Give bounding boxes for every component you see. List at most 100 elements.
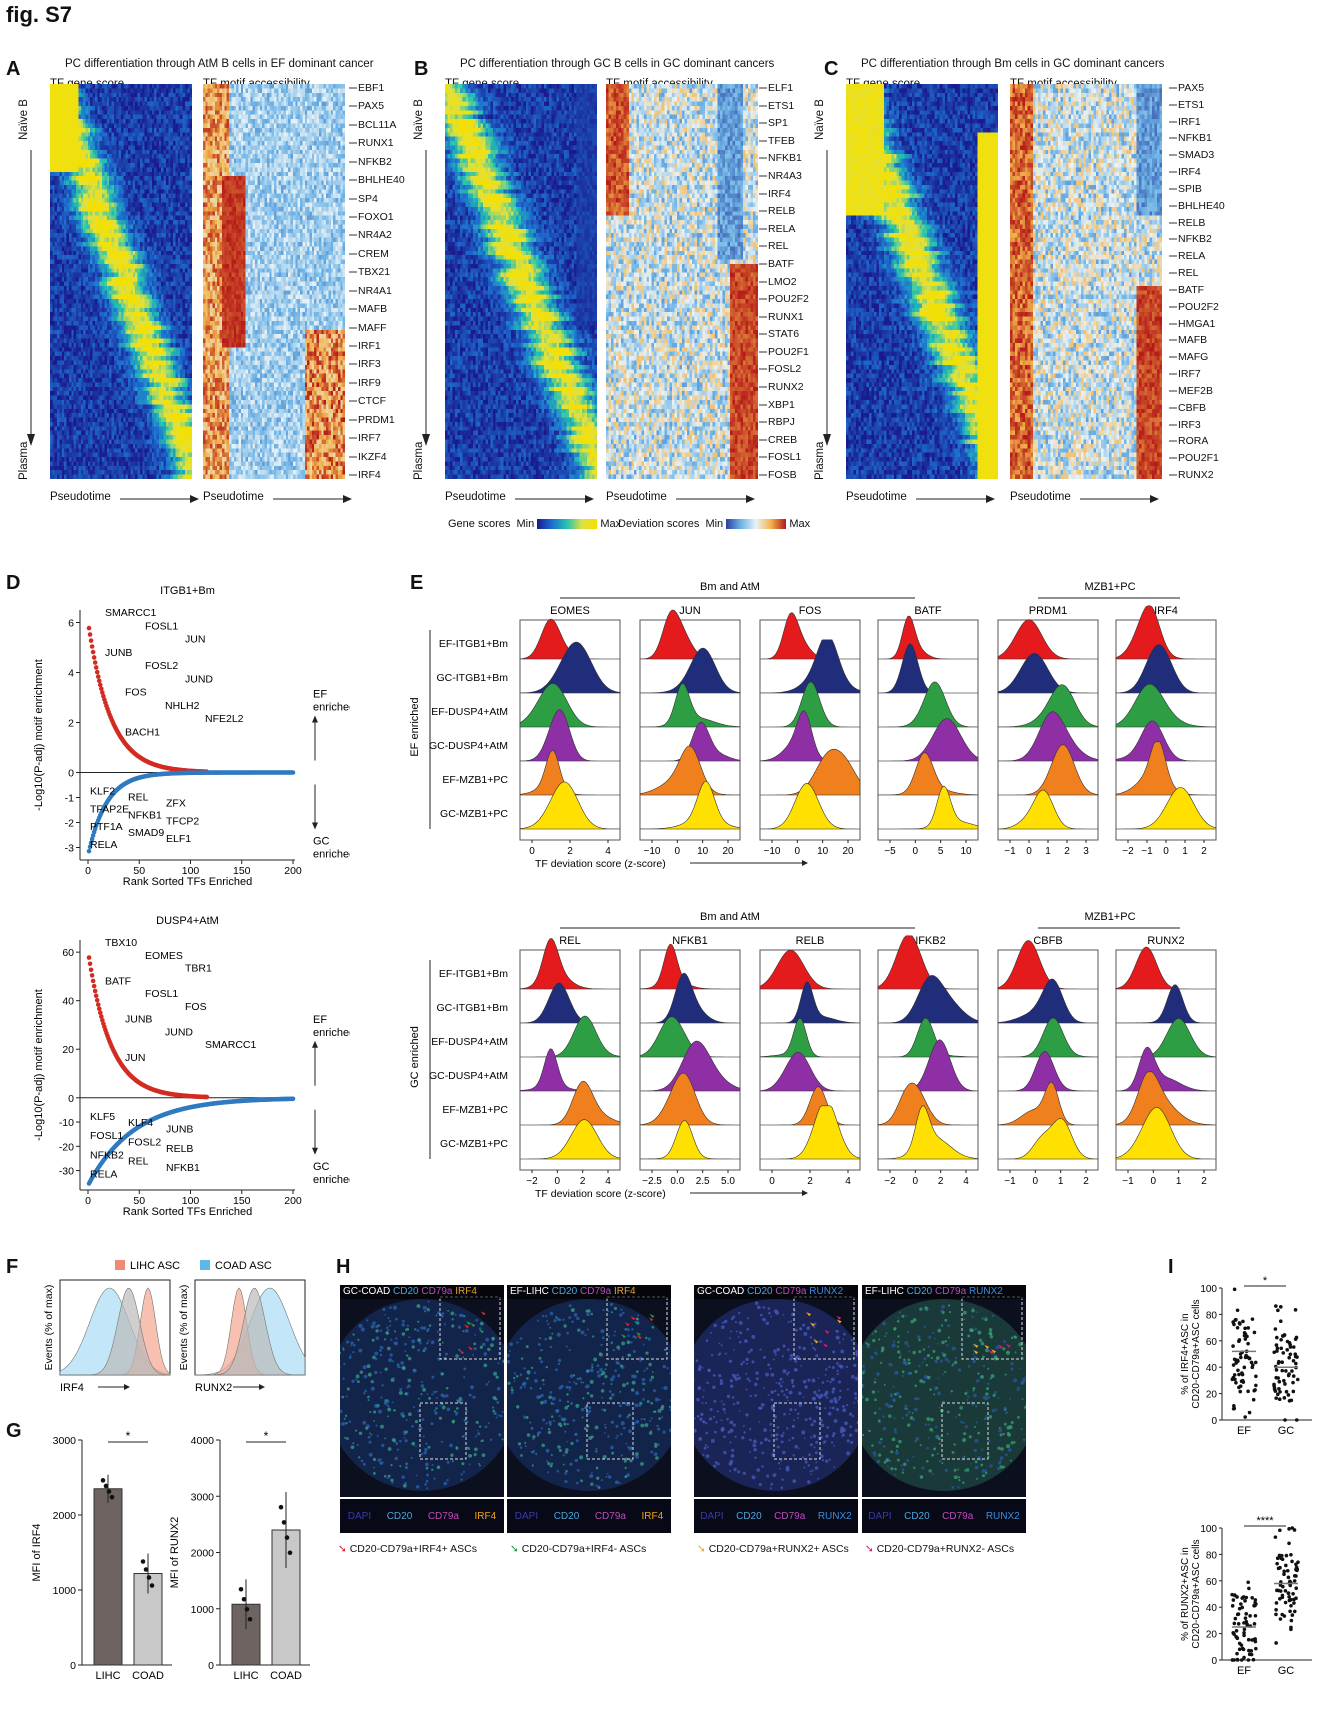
panel-i-irf4-point (1277, 1397, 1282, 1401)
panel-h-cell-arrow (836, 1315, 842, 1320)
panelB-pseudotime-label-0: Pseudotime (445, 491, 506, 503)
panelC-gene-tick-BHLHE40 (1169, 205, 1177, 207)
panel-e-b-ridge (1115, 1071, 1217, 1126)
panel-d-top-down-label: SMAD9 (128, 827, 164, 839)
panel-i-runx2-ytick: 80 (1206, 1550, 1218, 1561)
panelB-gene-tick-NFKB1 (759, 157, 767, 159)
panelA-letter: A (6, 58, 21, 80)
panel-d-bottom-up-label: SMARCC1 (205, 1039, 257, 1051)
panel-d-top-up-point (98, 682, 103, 688)
panel-e-b-group2: MZB1+PC (1084, 911, 1135, 923)
panel-i-runx2-point (1280, 1593, 1285, 1598)
panelA-gene-tick-IRF7 (349, 437, 357, 439)
panelC-gene-tick-SPIB (1169, 188, 1177, 190)
panel-g-irf4-ytick: 3000 (53, 1435, 77, 1447)
panelB-gene-label-ELF1: ELF1 (768, 82, 794, 94)
panel-e-b-ridge (639, 972, 741, 1024)
panel-h-channel-CD20: CD20 (553, 1510, 580, 1522)
panelC-gene-label-PAX5: PAX5 (1178, 82, 1205, 94)
panel-h-channel-CD20: CD20 (386, 1510, 413, 1522)
panel-e-b-xtick: −2.5 (642, 1176, 662, 1187)
panel-h-image-0: GC-COAD CD20 CD79a IRF4 (340, 1285, 504, 1497)
panel-g-irf4-point (103, 1483, 109, 1489)
panel-e-b-ridge (1115, 946, 1216, 990)
panel-g-irf4-cat: COAD (132, 1670, 164, 1682)
panelB-gene-tick-STAT6 (759, 333, 767, 335)
panelA-gene-tick-IRF9 (349, 382, 357, 384)
panel-e-t-xtick: −2 (1122, 846, 1134, 857)
panelA-gene-tick-MAFF (349, 327, 357, 329)
panel-i-irf4-point (1247, 1410, 1252, 1415)
panel-g-irf4-point (109, 1494, 115, 1500)
panel-d-top-up-point (94, 669, 100, 675)
panel-e-b-xtick: −1 (1122, 1176, 1134, 1187)
panel-h-title-part: EF-LIHC (510, 1286, 552, 1297)
panel-i-runx2-point (1286, 1591, 1291, 1596)
panelA-gene-label-NR4A2: NR4A2 (358, 229, 392, 242)
panel-e-b-ridge (997, 1051, 1099, 1092)
panel-h-arrow-icon: ➘ (865, 1543, 877, 1555)
panel-e-t-xtick: 10 (960, 846, 972, 857)
panel-e-b-xtick: 0 (769, 1176, 775, 1187)
panel-e-b-ridge (1115, 1046, 1217, 1092)
panel-h-cell-arrow (649, 1313, 655, 1318)
panel-i-runx2-point (1275, 1556, 1280, 1561)
panelC-motif-heatmap (1010, 84, 1162, 479)
panel-i-irf4-point (1291, 1380, 1295, 1385)
panel-e-t-xtick: 20 (722, 846, 734, 857)
panel-i-runx2-point (1244, 1612, 1249, 1616)
panel-e-t-ridge (639, 780, 741, 830)
panel-d-bottom-ytick: 40 (62, 996, 74, 1008)
panel-h-title-3: EF-LIHC CD20 CD79a RUNX2 (862, 1285, 1026, 1299)
panelC-gene-tick-NFKB1 (1169, 137, 1177, 139)
panelA-gene-tick-TBX21 (349, 271, 357, 273)
panel-d-bottom-up-point (87, 961, 93, 967)
panelA-motif-heatmap (203, 84, 345, 479)
panel-h-channel-CD79a: CD79a (594, 1510, 626, 1522)
panel-i-irf4-point (1241, 1319, 1245, 1324)
panel-e-t-xtick: −1 (1141, 846, 1153, 857)
panel-i-runx2-ytick: 40 (1206, 1603, 1218, 1614)
panel-i-runx2-point (1282, 1614, 1287, 1618)
panel-e-b-xtick: 1 (1058, 1176, 1064, 1187)
panelB-gene-tick-SP1 (759, 122, 767, 124)
panel-d-bottom-xtick: 50 (133, 1195, 145, 1207)
panel-d-bottom-xtick: 200 (284, 1195, 302, 1207)
deviation-score-legend-min: Min (705, 518, 724, 530)
panel-e-b-ridge (1115, 984, 1217, 1024)
panel-e-t-row-label: GC-MZB1+PC (440, 808, 508, 820)
panel-h-title-2: GC-COAD CD20 CD79a RUNX2 (694, 1285, 858, 1299)
panel-f-legend2: COAD ASC (215, 1260, 272, 1272)
panelA-gene-tick-NR4A1 (349, 290, 357, 292)
panel-d-bottom-ylabel: -Log10(P-adj) motif enrichment (33, 989, 45, 1141)
panelB-letter: B (414, 58, 429, 80)
panel-i-irf4-point (1295, 1377, 1300, 1382)
panel-h-channel-CD79a: CD79a (427, 1510, 459, 1522)
panelA-gene-label-MAFB: MAFB (358, 303, 388, 316)
panel-i-irf4-point (1235, 1308, 1240, 1313)
panel-d-top-down-label: TFAP2E (90, 803, 129, 815)
panel-d-top-up-point (92, 660, 98, 665)
panel-i-irf4-point (1291, 1374, 1296, 1378)
panel-e-t-ridge (760, 681, 860, 728)
panel-d-top-up-point (99, 686, 104, 692)
panel-h-title-part: GC-COAD (343, 1286, 393, 1297)
panel-e-t-ridge (639, 683, 741, 728)
panel-d-top-xlabel: Rank Sorted TFs Enriched (123, 876, 252, 888)
panel-d-top-up-point (95, 674, 101, 679)
panel-d-top-up-point (90, 649, 96, 655)
panel-h-cell-arrow (624, 1322, 630, 1327)
panel-i-irf4-point (1284, 1389, 1289, 1394)
panel-i-irf4-point (1273, 1389, 1278, 1393)
panel-h-title-0: GC-COAD CD20 CD79a IRF4 (340, 1285, 504, 1299)
panelC-gene-label-MAFB: MAFB (1178, 334, 1208, 347)
panel-d-bottom-down-label: RELB (166, 1143, 193, 1155)
panelA-gene-tick-RUNX1 (349, 142, 357, 144)
panel-i-irf4-point (1245, 1334, 1249, 1339)
panel-i-runx2-point (1290, 1559, 1294, 1564)
panel-e-t-xtick: −10 (764, 846, 781, 857)
panel-h-cell-arrow (470, 1323, 476, 1328)
panel-i-irf4-cat: GC (1278, 1425, 1295, 1437)
panelA-gene-label-PAX5: PAX5 (358, 100, 385, 113)
panel-i-irf4-point (1274, 1368, 1279, 1372)
